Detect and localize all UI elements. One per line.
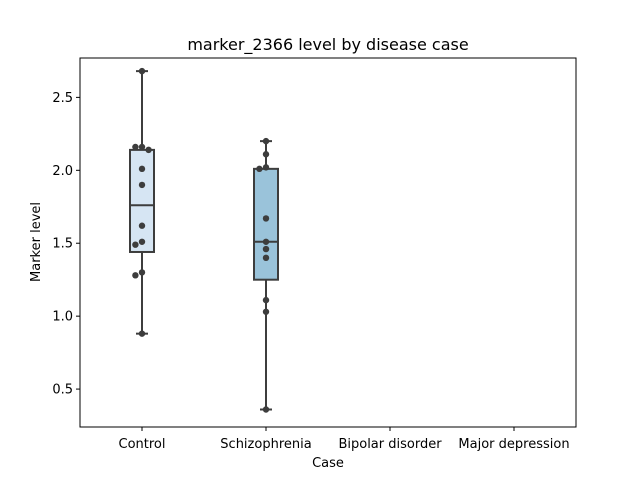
data-point <box>262 245 270 253</box>
y-tick-label: 1.0 <box>52 310 73 325</box>
y-tick-label: 1.5 <box>52 237 73 252</box>
data-point <box>262 151 270 158</box>
iqr-box <box>129 148 155 253</box>
data-point <box>138 165 146 173</box>
x-tick-label: Schizophrenia <box>220 437 311 452</box>
iqr-box <box>253 167 279 281</box>
data-point <box>262 254 270 262</box>
data-point <box>138 269 146 276</box>
boxes-layer <box>129 70 279 411</box>
data-point <box>138 330 146 337</box>
data-point <box>256 165 263 173</box>
x-axis-label: Case <box>312 456 344 471</box>
data-point <box>138 222 146 229</box>
data-point <box>138 181 146 189</box>
data-point <box>132 241 139 248</box>
y-tick-label: 2.5 <box>52 91 73 106</box>
data-point <box>132 272 139 279</box>
y-tick-label: 0.5 <box>52 383 73 398</box>
y-axis-label: Marker level <box>29 202 44 282</box>
chart-title: marker_2366 level by disease case <box>187 35 468 55</box>
box-control <box>129 70 155 335</box>
data-point <box>262 215 270 222</box>
plot-frame <box>79 57 577 428</box>
data-point <box>138 238 146 245</box>
y-axis: 0.5 1.0 1.5 2.0 2.5 <box>52 91 80 398</box>
points-layer <box>132 67 270 413</box>
data-point <box>262 296 270 304</box>
x-tick-label: Control <box>119 437 166 452</box>
data-point <box>262 164 270 171</box>
data-point <box>262 308 270 315</box>
data-point <box>138 67 146 75</box>
x-tick-label: Major depression <box>458 437 569 452</box>
x-axis: Control Schizophrenia Bipolar disorder Majo… <box>119 427 570 452</box>
data-point <box>262 238 270 245</box>
data-point <box>262 406 270 413</box>
data-point <box>138 143 146 151</box>
y-tick-label: 2.0 <box>52 164 73 179</box>
data-point <box>132 143 139 151</box>
x-tick-label: Bipolar disorder <box>338 437 442 452</box>
data-point <box>262 137 270 145</box>
data-point <box>145 146 152 154</box>
box-schizophrenia <box>253 140 279 411</box>
